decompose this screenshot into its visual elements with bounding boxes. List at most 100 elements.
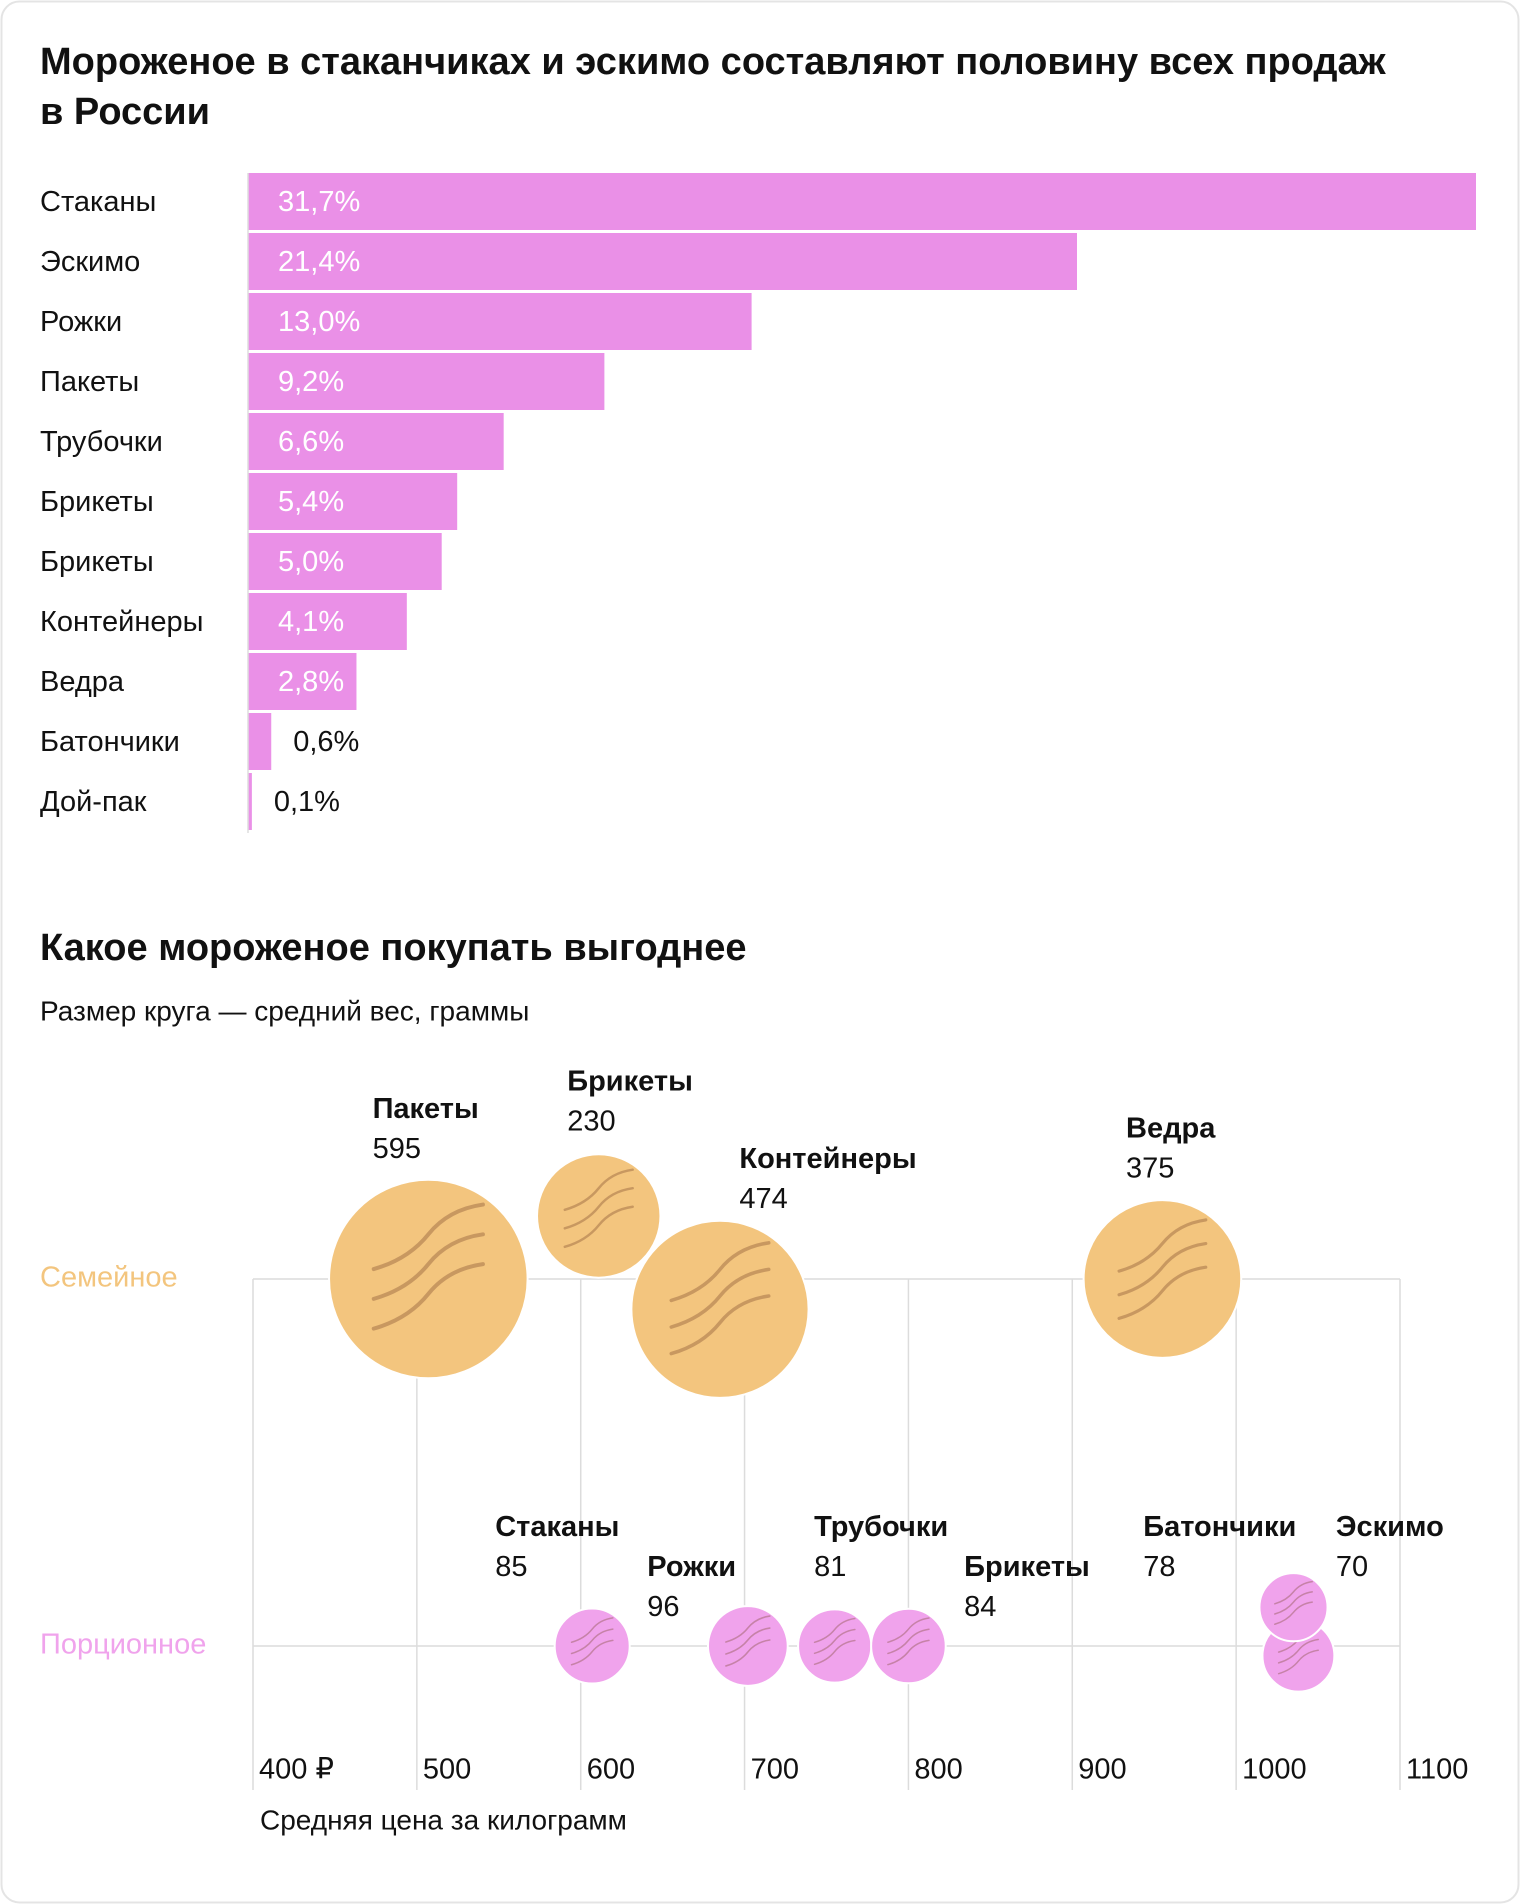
bubble-value: 96	[647, 1591, 679, 1623]
bar	[248, 713, 272, 770]
bubble-value: 84	[964, 1591, 996, 1623]
texture-stroke	[570, 1617, 614, 1644]
category-label: Брикеты	[40, 486, 154, 518]
bubble-name: Батончики	[1143, 1511, 1296, 1543]
bubble-texture	[887, 1617, 930, 1666]
bar	[248, 773, 252, 830]
texture-stroke	[887, 1628, 930, 1655]
bubble-texture	[563, 1168, 634, 1249]
bubble	[1082, 1199, 1243, 1359]
x-tick-label: 600	[587, 1754, 635, 1786]
bubble-value: 85	[495, 1551, 527, 1583]
chart-title: Какое мороженое покупать выгоднее	[40, 927, 747, 969]
texture-stroke	[669, 1294, 771, 1356]
value-label: 4,1%	[278, 606, 344, 638]
texture-stroke	[725, 1627, 771, 1655]
bubble	[797, 1608, 873, 1684]
texture-stroke	[725, 1615, 771, 1643]
texture-stroke	[887, 1617, 930, 1644]
texture-stroke	[1117, 1265, 1208, 1320]
series-label: Порционное	[40, 1629, 206, 1661]
x-tick-label: 1000	[1242, 1754, 1307, 1786]
bubble	[536, 1153, 662, 1279]
bar	[248, 413, 504, 470]
category-label: Пакеты	[40, 366, 139, 398]
chart-title: Мороженое в стаканчиках и эскимо составл…	[40, 41, 1387, 133]
bubble	[1258, 1572, 1329, 1643]
series-label: Семейное	[40, 1262, 178, 1294]
texture-stroke	[1117, 1241, 1208, 1297]
texture-stroke	[563, 1186, 634, 1230]
bubble-texture	[570, 1617, 614, 1666]
bubble-name: Контейнеры	[739, 1143, 916, 1175]
texture-stroke	[371, 1202, 485, 1272]
category-label: Брикеты	[40, 546, 154, 578]
bubble-name: Брикеты	[567, 1065, 693, 1097]
bubble	[630, 1219, 810, 1399]
value-label: 0,6%	[293, 726, 359, 758]
x-axis-label: Средняя цена за килограмм	[260, 1804, 627, 1835]
bubble-name: Стаканы	[495, 1511, 619, 1543]
category-label: Эскимо	[40, 246, 140, 278]
x-tick-label: 1100	[1406, 1754, 1468, 1786]
texture-stroke	[371, 1232, 485, 1301]
bubble	[328, 1178, 529, 1380]
texture-stroke	[1277, 1649, 1319, 1675]
value-label: 6,6%	[278, 426, 344, 458]
value-label: 21,4%	[278, 246, 360, 278]
value-label: 13,0%	[278, 306, 360, 338]
bubble-value: 70	[1336, 1551, 1368, 1583]
bubble-value: 474	[739, 1183, 787, 1215]
texture-stroke	[1277, 1638, 1319, 1664]
bar	[248, 533, 442, 590]
category-label: Трубочки	[40, 426, 163, 458]
texture-stroke	[570, 1639, 614, 1666]
value-label: 0,1%	[274, 786, 340, 818]
category-label: Стаканы	[40, 186, 156, 218]
texture-stroke	[669, 1267, 771, 1329]
bubble	[553, 1607, 631, 1685]
texture-stroke	[1274, 1580, 1313, 1605]
texture-stroke	[1274, 1591, 1313, 1615]
x-tick-label: 500	[423, 1754, 471, 1786]
texture-stroke	[887, 1639, 930, 1666]
texture-stroke	[813, 1617, 856, 1644]
value-label: 9,2%	[278, 366, 344, 398]
bubble-value: 230	[567, 1105, 615, 1137]
bar	[248, 593, 407, 650]
chart-subtitle: Размер круга — средний вес, граммы	[40, 995, 529, 1026]
x-tick-label: 900	[1078, 1754, 1126, 1786]
bar	[248, 173, 1476, 230]
bar	[248, 233, 1077, 290]
texture-stroke	[813, 1628, 856, 1655]
texture-stroke	[563, 1168, 634, 1212]
bubble-value: 375	[1126, 1153, 1174, 1185]
texture-stroke	[669, 1241, 771, 1303]
bar	[248, 353, 605, 410]
bubble	[870, 1607, 947, 1685]
bubble-texture	[669, 1241, 771, 1356]
value-label: 5,4%	[278, 486, 344, 518]
bubble	[706, 1605, 789, 1687]
category-label: Рожки	[40, 306, 122, 338]
bubble-name: Пакеты	[373, 1093, 479, 1125]
texture-stroke	[725, 1639, 771, 1667]
bubble-name: Ведра	[1126, 1113, 1216, 1145]
bubble-name: Рожки	[647, 1551, 736, 1583]
texture-stroke	[570, 1628, 614, 1655]
bar	[248, 473, 458, 530]
texture-stroke	[1117, 1218, 1208, 1273]
texture-stroke	[813, 1639, 856, 1666]
bubble-texture	[1274, 1580, 1313, 1625]
texture-stroke	[563, 1205, 634, 1249]
x-tick-label: 800	[914, 1754, 962, 1786]
category-label: Батончики	[40, 726, 180, 758]
texture-stroke	[371, 1262, 485, 1331]
bubble-value: 595	[373, 1133, 421, 1165]
value-label: 5,0%	[278, 546, 344, 578]
bubble-name: Эскимо	[1336, 1511, 1444, 1543]
x-tick-label: 700	[751, 1754, 799, 1786]
bubble-value: 81	[814, 1551, 846, 1583]
